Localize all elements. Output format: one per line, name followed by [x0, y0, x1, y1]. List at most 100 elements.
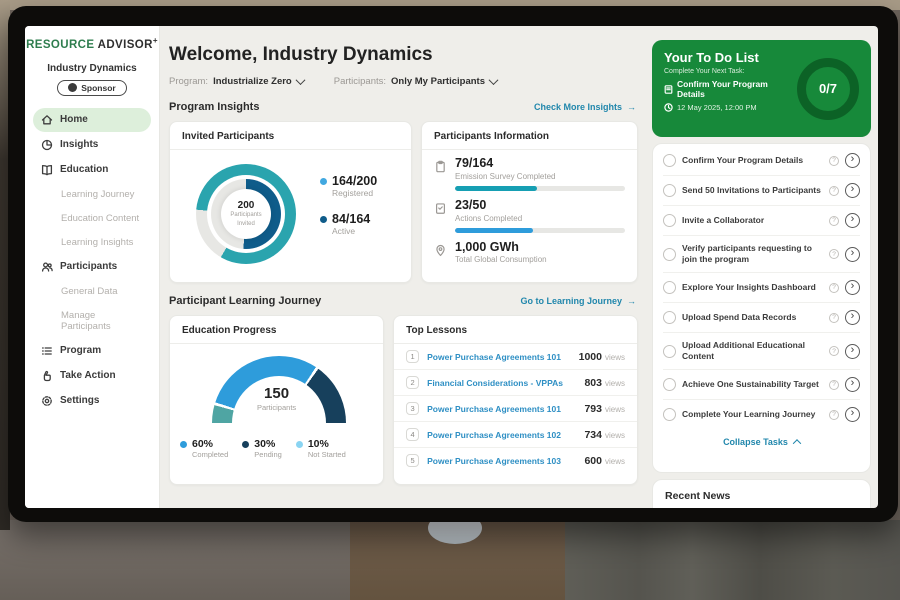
check-more-insights-link[interactable]: Check More Insights →: [534, 102, 636, 112]
chevron-down-icon: [489, 75, 499, 85]
task-checkbox[interactable]: [663, 214, 676, 227]
program-insights-title: Program Insights: [169, 101, 259, 113]
task-row-achieve-target: Achieve One Sustainability Target ? ›: [663, 370, 860, 400]
task-open-button[interactable]: ›: [845, 280, 860, 295]
lesson-row: 5 Power Purchase Agreements 103 600views: [394, 448, 637, 473]
go-to-learning-journey-link[interactable]: Go to Learning Journey →: [520, 296, 636, 306]
arrow-right-icon: →: [627, 102, 636, 112]
help-icon: ?: [829, 249, 839, 259]
sidebar: RESOURCE ADVISOR+ Industry Dynamics Spon…: [25, 26, 160, 508]
task-row-confirm-program: Confirm Your Program Details ? ›: [663, 146, 860, 176]
task-checkbox[interactable]: [663, 154, 676, 167]
chevron-up-icon: [793, 439, 801, 447]
stat-actions-completed: 23/50 Actions Completed: [422, 192, 637, 234]
dashboard-screen: RESOURCE ADVISOR+ Industry Dynamics Spon…: [25, 26, 878, 508]
lesson-link[interactable]: Power Purchase Agreements 102: [427, 430, 576, 440]
main-content: Welcome, Industry Dynamics Program: Indu…: [160, 26, 650, 508]
task-checkbox[interactable]: [663, 248, 676, 261]
task-checkbox[interactable]: [663, 311, 676, 324]
sidebar-item-take-action[interactable]: Take Action: [33, 364, 151, 388]
lesson-link[interactable]: Power Purchase Agreements 101: [427, 404, 576, 414]
lesson-row: 1 Power Purchase Agreements 101 1000view…: [394, 344, 637, 370]
help-icon: ?: [829, 410, 839, 420]
task-checkbox[interactable]: [663, 184, 676, 197]
task-row-send-invitations: Send 50 Invitations to Participants ? ›: [663, 176, 860, 206]
lesson-rank: 1: [406, 350, 419, 363]
task-open-button[interactable]: ›: [845, 344, 860, 359]
invited-donut-legend: 164/200 Registered 84/164 Active: [320, 174, 377, 250]
invited-donut-center: 200 Participants Invited: [221, 189, 271, 239]
education-progress-card: Education Progress 150 Participants 60% …: [169, 315, 384, 485]
education-progress-title: Education Progress: [170, 316, 383, 344]
sidebar-item-insights[interactable]: Insights: [33, 133, 151, 157]
app-logo: RESOURCE ADVISOR+: [25, 36, 159, 51]
task-open-button[interactable]: ›: [845, 310, 860, 325]
gear-icon: [41, 395, 53, 407]
legend-dot: [242, 441, 249, 448]
top-lessons-title: Top Lessons: [394, 316, 637, 344]
task-checkbox[interactable]: [663, 345, 676, 358]
lesson-rank: 5: [406, 454, 419, 467]
todo-title: Your To Do List: [664, 50, 797, 65]
task-open-button[interactable]: ›: [845, 213, 860, 228]
task-row-upload-spend-data: Upload Spend Data Records ? ›: [663, 303, 860, 333]
sponsor-badge-label: Sponsor: [81, 83, 115, 93]
recent-news-card: Recent News: [652, 479, 871, 508]
lesson-link[interactable]: Power Purchase Agreements 101: [427, 352, 571, 362]
sidebar-item-education-content[interactable]: Education Content: [33, 207, 151, 230]
learning-journey-header: Participant Learning Journey Go to Learn…: [169, 295, 636, 307]
insights-pie-icon: [41, 139, 53, 151]
task-row-complete-learning-journey: Complete Your Learning Journey ? ›: [663, 400, 860, 429]
task-checkbox[interactable]: [663, 281, 676, 294]
task-row-upload-educational-content: Upload Additional Educational Content ? …: [663, 333, 860, 370]
actions-completed-progress-bar: [455, 228, 625, 233]
task-row-explore-insights: Explore Your Insights Dashboard ? ›: [663, 273, 860, 303]
task-open-button[interactable]: ›: [845, 247, 860, 262]
task-checkbox[interactable]: [663, 378, 676, 391]
logo-secondary: ADVISOR: [98, 39, 153, 51]
task-checkbox[interactable]: [663, 408, 676, 421]
desk-scene: RESOURCE ADVISOR+ Industry Dynamics Spon…: [0, 0, 900, 600]
sidebar-item-participants[interactable]: Participants: [33, 255, 151, 279]
stat-global-consumption: 1,000 GWh Total Global Consumption: [422, 234, 637, 265]
help-icon: ?: [829, 216, 839, 226]
emission-survey-progress-bar: [455, 186, 625, 191]
todo-due-date: 12 May 2025, 12:00 PM: [664, 103, 797, 112]
sidebar-item-general-data[interactable]: General Data: [33, 280, 151, 303]
sidebar-item-settings[interactable]: Settings: [33, 389, 151, 413]
participants-filter-dropdown[interactable]: Participants: Only My Participants: [334, 76, 497, 87]
task-open-button[interactable]: ›: [845, 407, 860, 422]
legend-not-started: 10% Not Started: [296, 438, 346, 459]
task-open-button[interactable]: ›: [845, 377, 860, 392]
participants-information-title: Participants Information: [422, 122, 637, 150]
sidebar-item-manage-participants[interactable]: Manage Participants: [33, 304, 151, 338]
gauge-center: 150 Participants: [170, 386, 383, 412]
sidebar-item-learning-journey[interactable]: Learning Journey: [33, 183, 151, 206]
task-open-button[interactable]: ›: [845, 153, 860, 168]
sidebar-item-home[interactable]: Home: [33, 108, 151, 132]
help-icon: ?: [829, 283, 839, 293]
sidebar-item-program[interactable]: Program: [33, 339, 151, 363]
invited-participants-title: Invited Participants: [170, 122, 411, 150]
lesson-rank: 2: [406, 376, 419, 389]
program-filter-dropdown[interactable]: Program: Industrialize Zero: [169, 76, 304, 87]
task-open-button[interactable]: ›: [845, 183, 860, 198]
lesson-link[interactable]: Financial Considerations - VPPAs: [427, 378, 576, 388]
page-title: Welcome, Industry Dynamics: [169, 44, 638, 66]
help-icon: ?: [829, 313, 839, 323]
todo-subtitle: Complete Your Next Task:: [664, 68, 797, 75]
task-row-verify-participants: Verify participants requesting to join t…: [663, 236, 860, 273]
legend-registered: 164/200 Registered: [320, 174, 377, 198]
collapse-tasks-link[interactable]: Collapse Tasks: [663, 429, 860, 453]
todo-counter: 0/7: [819, 81, 837, 96]
top-lessons-card: Top Lessons 1 Power Purchase Agreements …: [393, 315, 638, 485]
people-icon: [41, 261, 53, 273]
legend-dot: [180, 441, 187, 448]
help-icon: ?: [829, 186, 839, 196]
logo-plus: +: [153, 36, 158, 45]
lesson-link[interactable]: Power Purchase Agreements 103: [427, 456, 576, 466]
lesson-rank: 3: [406, 402, 419, 415]
sidebar-item-education[interactable]: Education: [33, 158, 151, 182]
todo-next-task: Confirm Your Program Details: [664, 79, 797, 99]
sidebar-item-learning-insights[interactable]: Learning Insights: [33, 231, 151, 254]
